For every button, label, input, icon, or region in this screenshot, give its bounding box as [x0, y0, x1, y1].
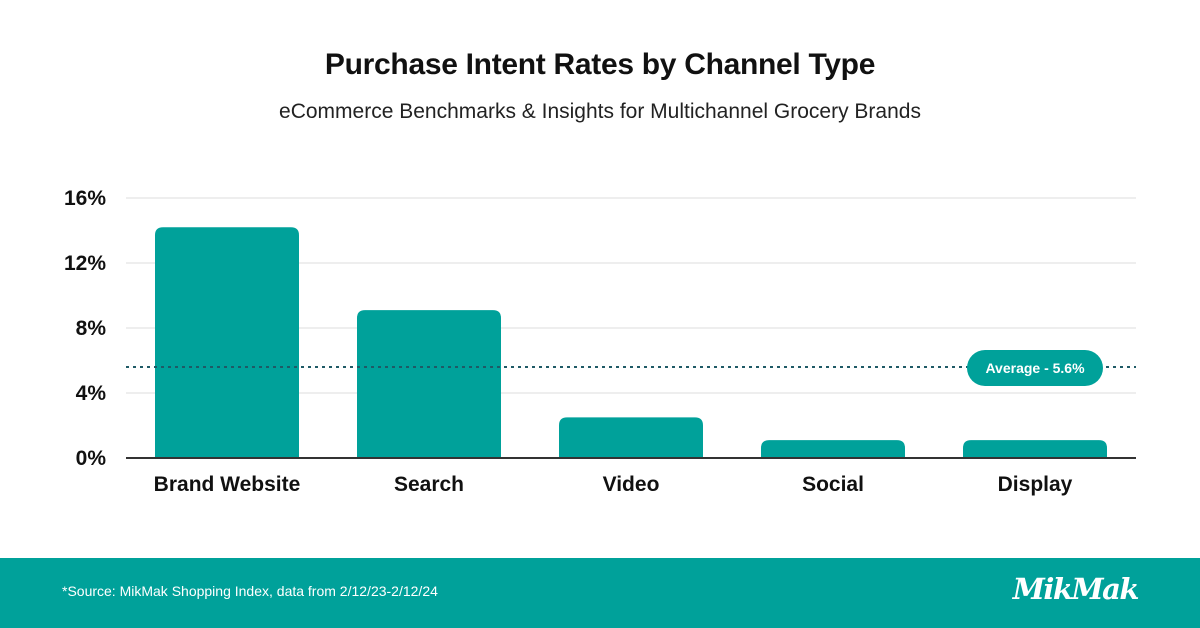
y-axis-ticks: 0% 4% 8% 12% 16%	[64, 187, 106, 470]
bars	[155, 227, 1107, 458]
average-label: Average - 5.6%	[985, 360, 1085, 376]
bar-display	[963, 440, 1107, 458]
bar-video	[559, 417, 703, 458]
bar-brand-website	[155, 227, 299, 458]
mikmak-logo: MikMak	[1012, 572, 1140, 606]
x-tick-label: Social	[802, 473, 864, 496]
y-tick-label: 4%	[76, 382, 107, 405]
footer-banner: *Source: MikMak Shopping Index, data fro…	[0, 558, 1200, 628]
chart-title: Purchase Intent Rates by Channel Type	[324, 48, 876, 81]
average-reference: Average - 5.6%	[126, 350, 1136, 386]
y-tick-label: 16%	[64, 187, 106, 210]
y-tick-label: 0%	[76, 447, 107, 470]
x-axis-labels: Brand Website Search Video Social Display	[154, 473, 1073, 496]
x-tick-label: Search	[394, 473, 464, 496]
y-tick-label: 8%	[76, 317, 107, 340]
x-tick-label: Display	[998, 473, 1073, 496]
chart-subtitle: eCommerce Benchmarks & Insights for Mult…	[279, 100, 921, 123]
bar-social	[761, 440, 905, 458]
source-note: *Source: MikMak Shopping Index, data fro…	[62, 583, 438, 599]
x-tick-label: Video	[603, 473, 660, 496]
bar-search	[357, 310, 501, 458]
average-badge	[967, 350, 1103, 386]
y-tick-label: 12%	[64, 252, 106, 275]
bar-chart: 0% 4% 8% 12% 16% Brand Website Search Video Soc…	[64, 187, 1136, 496]
x-tick-label: Brand Website	[154, 473, 301, 496]
